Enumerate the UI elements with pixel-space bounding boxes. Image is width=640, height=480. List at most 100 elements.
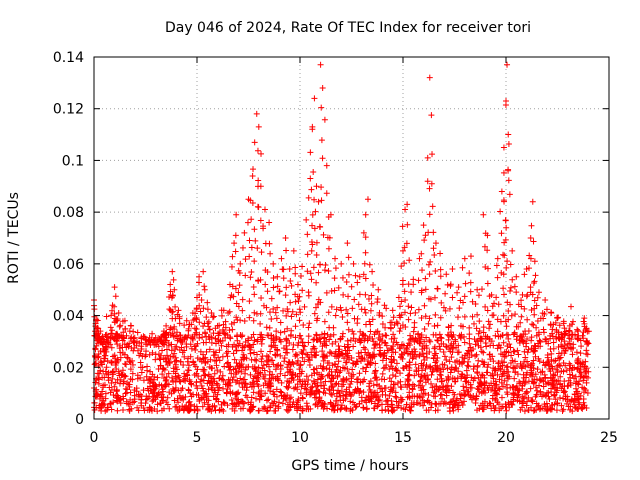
- data-point: [211, 358, 218, 365]
- data-point: [406, 404, 413, 411]
- data-point: [497, 333, 504, 340]
- data-point: [512, 368, 519, 375]
- data-point: [199, 334, 206, 341]
- data-point: [94, 324, 101, 331]
- data-point: [233, 347, 240, 354]
- data-point: [257, 370, 264, 377]
- data-point: [475, 342, 482, 349]
- data-point: [393, 360, 400, 367]
- data-point: [191, 331, 198, 338]
- data-point: [315, 269, 322, 276]
- data-point: [363, 399, 370, 406]
- data-point: [500, 291, 507, 298]
- data-point: [243, 387, 250, 394]
- data-point: [158, 407, 165, 414]
- data-point: [152, 356, 159, 363]
- data-point: [571, 375, 578, 382]
- data-point: [306, 353, 313, 360]
- data-point: [569, 351, 576, 358]
- data-point: [444, 331, 451, 338]
- data-point: [135, 407, 142, 414]
- data-point: [349, 407, 356, 414]
- data-point: [451, 391, 458, 398]
- data-point: [410, 276, 417, 283]
- data-point: [463, 367, 470, 374]
- data-point: [352, 338, 359, 345]
- data-point: [547, 309, 554, 316]
- data-point: [524, 291, 531, 298]
- data-point: [580, 389, 587, 396]
- data-point: [329, 340, 336, 347]
- data-point: [375, 286, 382, 293]
- data-point: [317, 261, 324, 268]
- data-point: [511, 375, 518, 382]
- data-point: [111, 284, 118, 291]
- data-point: [501, 359, 508, 366]
- data-point: [172, 346, 179, 353]
- data-point: [502, 236, 509, 243]
- data-point: [388, 335, 395, 342]
- data-point: [313, 183, 320, 190]
- data-point: [327, 211, 334, 218]
- data-point: [119, 344, 126, 351]
- data-point: [311, 366, 318, 373]
- data-point: [228, 370, 235, 377]
- data-point: [421, 302, 428, 309]
- data-point: [299, 287, 306, 294]
- data-point: [224, 385, 231, 392]
- data-point: [214, 381, 221, 388]
- data-point: [95, 340, 102, 347]
- data-point: [533, 376, 540, 383]
- data-point: [335, 342, 342, 349]
- data-point: [305, 356, 312, 363]
- data-point: [547, 406, 554, 413]
- data-point: [423, 334, 430, 341]
- data-point: [520, 339, 527, 346]
- data-point: [431, 350, 438, 357]
- data-point: [378, 385, 385, 392]
- data-point: [484, 280, 491, 287]
- data-point: [345, 326, 352, 333]
- data-point: [304, 231, 311, 238]
- data-point: [332, 255, 339, 262]
- data-point: [477, 402, 484, 409]
- data-point: [536, 382, 543, 389]
- data-point: [501, 198, 508, 205]
- data-point: [333, 397, 340, 404]
- data-point: [527, 255, 534, 262]
- data-point: [161, 332, 168, 339]
- data-point: [432, 240, 439, 247]
- data-point: [270, 260, 277, 267]
- data-point: [552, 372, 559, 379]
- data-point: [183, 402, 190, 409]
- data-point: [422, 232, 429, 239]
- data-point: [526, 265, 533, 272]
- data-point: [283, 312, 290, 319]
- data-point: [424, 376, 431, 383]
- data-point: [307, 175, 314, 182]
- data-point: [174, 407, 181, 414]
- data-point: [390, 331, 397, 338]
- data-point: [199, 403, 206, 410]
- data-point: [447, 369, 454, 376]
- data-point: [492, 367, 499, 374]
- data-point: [177, 358, 184, 365]
- data-point: [487, 321, 494, 328]
- data-point: [498, 405, 505, 412]
- data-point: [405, 372, 412, 379]
- data-point: [487, 372, 494, 379]
- data-point: [313, 304, 320, 311]
- data-point: [455, 402, 462, 409]
- data-point: [308, 372, 315, 379]
- data-point: [546, 396, 553, 403]
- data-point: [567, 403, 574, 410]
- data-point: [339, 274, 346, 281]
- data-point: [476, 405, 483, 412]
- data-point: [576, 360, 583, 367]
- data-point: [425, 229, 432, 236]
- data-point: [311, 310, 318, 317]
- data-point: [149, 398, 156, 405]
- data-point: [100, 384, 107, 391]
- data-point: [251, 363, 258, 370]
- data-point: [472, 353, 479, 360]
